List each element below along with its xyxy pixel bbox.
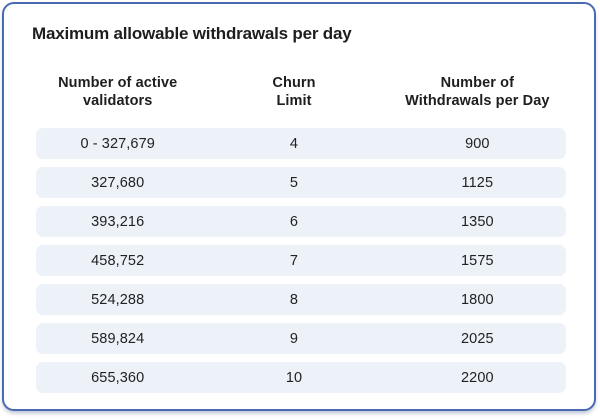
cell-churn-limit: 10 — [285, 369, 303, 386]
cell-churn-limit: 6 — [289, 213, 299, 230]
cell-withdrawals-per-day: 2200 — [460, 369, 494, 386]
cell-churn-limit: 4 — [289, 135, 299, 152]
table-row: 0 - 327,679 4 900 — [36, 128, 566, 159]
withdrawals-table-card: Maximum allowable withdrawals per day Nu… — [2, 2, 596, 411]
cell-churn-limit: 8 — [289, 291, 299, 308]
cell-validators: 655,360 — [91, 369, 145, 386]
header-line: Withdrawals per Day — [405, 92, 550, 109]
header-line: Number of active — [58, 75, 178, 91]
table-row: 524,288 8 1800 — [36, 284, 566, 315]
table-header-row: Number of active validators Churn Limit … — [36, 75, 566, 110]
card-title: Maximum allowable withdrawals per day — [32, 24, 352, 43]
header-line: Number of — [440, 75, 515, 91]
cell-validators: 327,680 — [91, 174, 145, 191]
cell-validators: 458,752 — [91, 252, 145, 269]
cell-withdrawals-per-day: 2025 — [460, 330, 494, 347]
header-line: validators — [82, 92, 153, 109]
cell-withdrawals-per-day: 1350 — [460, 213, 494, 230]
cell-churn-limit: 7 — [289, 252, 299, 269]
table-row: 458,752 7 1575 — [36, 245, 566, 276]
cell-validators: 589,824 — [91, 330, 145, 347]
table-row: 327,680 5 1125 — [36, 167, 566, 198]
cell-churn-limit: 9 — [289, 330, 299, 347]
cell-validators: 0 - 327,679 — [80, 135, 155, 152]
cell-withdrawals-per-day: 1125 — [461, 174, 494, 191]
table-row: 393,216 6 1350 — [36, 206, 566, 237]
cell-withdrawals-per-day: 1800 — [460, 291, 494, 308]
cell-validators: 393,216 — [91, 213, 145, 230]
cell-withdrawals-per-day: 900 — [465, 135, 490, 152]
header-line: Limit — [276, 92, 312, 109]
cell-validators: 524,288 — [91, 291, 145, 308]
column-header-withdrawals-per-day: Number of Withdrawals per Day — [389, 75, 566, 110]
column-header-churn-limit: Churn Limit — [199, 75, 388, 110]
column-header-active-validators: Number of active validators — [36, 75, 199, 110]
table-row: 589,824 9 2025 — [36, 323, 566, 354]
cell-withdrawals-per-day: 1575 — [460, 252, 494, 269]
cell-churn-limit: 5 — [289, 174, 299, 191]
header-line: Churn — [272, 75, 316, 91]
table-row: 655,360 10 2200 — [36, 362, 566, 393]
withdrawals-table: Number of active validators Churn Limit … — [32, 75, 568, 393]
